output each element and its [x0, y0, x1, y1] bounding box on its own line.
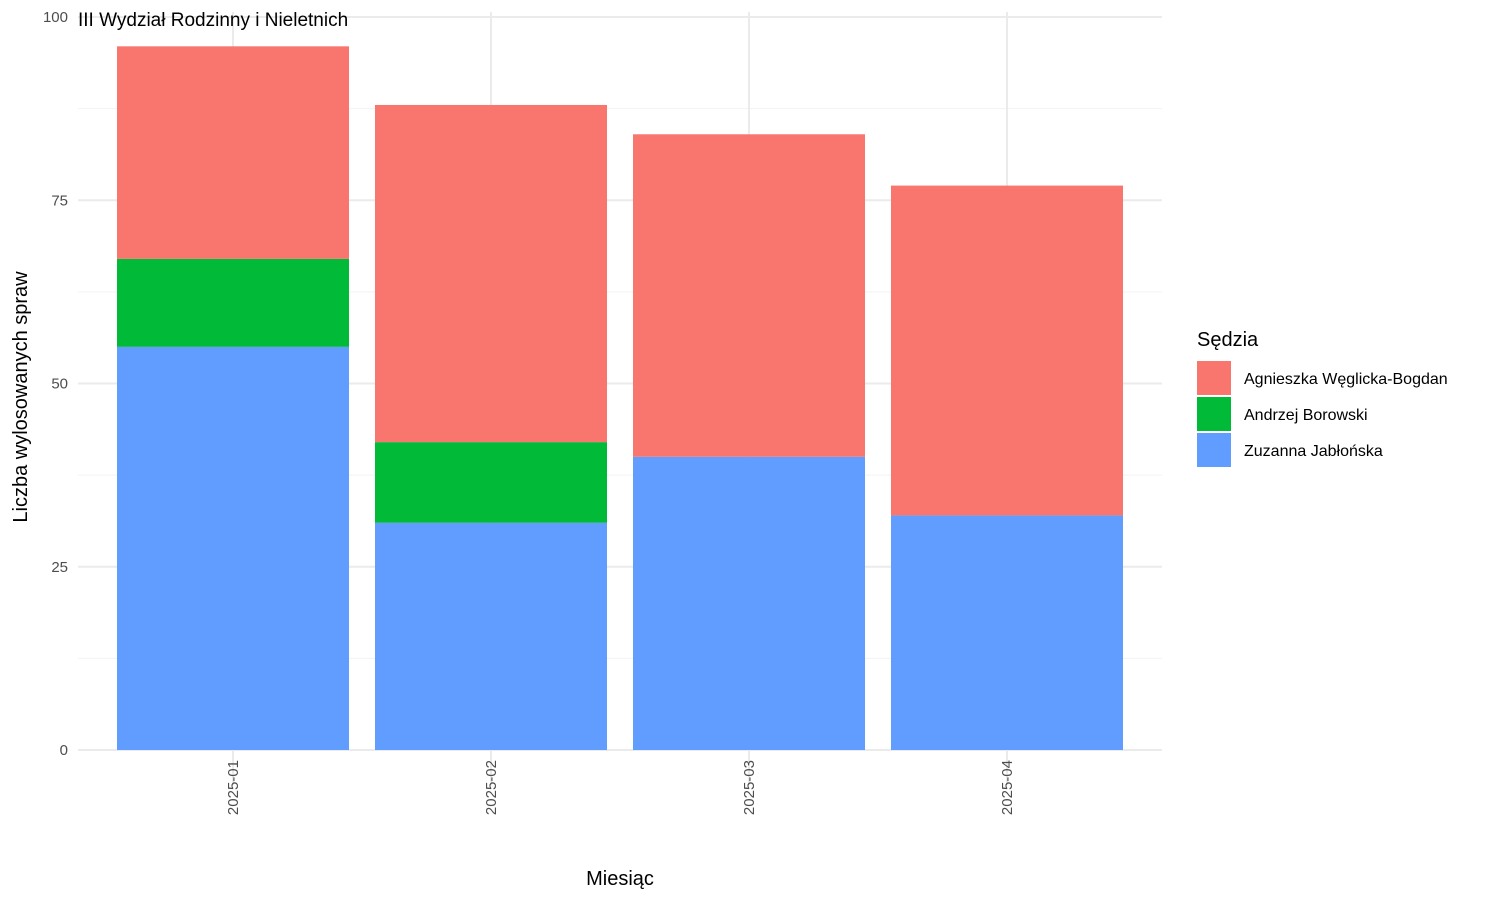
bar-segment: [891, 185, 1123, 516]
x-tick-label: 2025-01: [225, 760, 242, 815]
legend-key: [1197, 433, 1231, 467]
legend-title: Sędzia: [1197, 329, 1259, 351]
x-axis-title: Miesiąc: [586, 868, 654, 890]
y-tick-label: 25: [51, 559, 68, 576]
bar-segment: [117, 346, 349, 750]
y-tick-label: 50: [51, 376, 68, 393]
x-tick-label: 2025-03: [741, 760, 758, 815]
legend-key: [1197, 397, 1231, 431]
chart-title: III Wydział Rodzinny i Nieletnich: [78, 10, 348, 31]
legend-items: Agnieszka Węglicka-Bogdan Andrzej Borowsk…: [1197, 361, 1448, 467]
y-tick-label: 75: [51, 192, 68, 209]
x-tick-label: 2025-04: [999, 760, 1016, 815]
bar-segment: [117, 46, 349, 259]
legend-label: Zuzanna Jabłońska: [1244, 443, 1383, 460]
bar-segment: [633, 456, 865, 750]
legend-label: Agnieszka Węglicka-Bogdan: [1244, 371, 1448, 388]
bar-segment: [375, 522, 607, 750]
y-axis-ticks: 0 25 50 75 100: [43, 9, 68, 759]
legend-label: Andrzej Borowski: [1244, 407, 1368, 424]
x-tick-label: 2025-02: [483, 760, 500, 815]
y-tick-label: 100: [43, 9, 68, 26]
legend-key: [1197, 361, 1231, 395]
legend: Sędzia Agnieszka Węglicka-Bogdan Andrzej …: [1197, 329, 1448, 467]
bar-segment: [375, 104, 607, 443]
y-tick-label: 0: [60, 742, 68, 759]
bar-segment: [375, 442, 607, 523]
y-axis-title: Liczba wylosowanych spraw: [10, 271, 32, 523]
bar-segment: [633, 134, 865, 457]
bar-segment: [891, 515, 1123, 750]
bar-segment: [117, 258, 349, 347]
bars: [117, 46, 1123, 750]
x-axis-ticks: 2025-01 2025-02 2025-03 2025-04: [225, 760, 1016, 815]
